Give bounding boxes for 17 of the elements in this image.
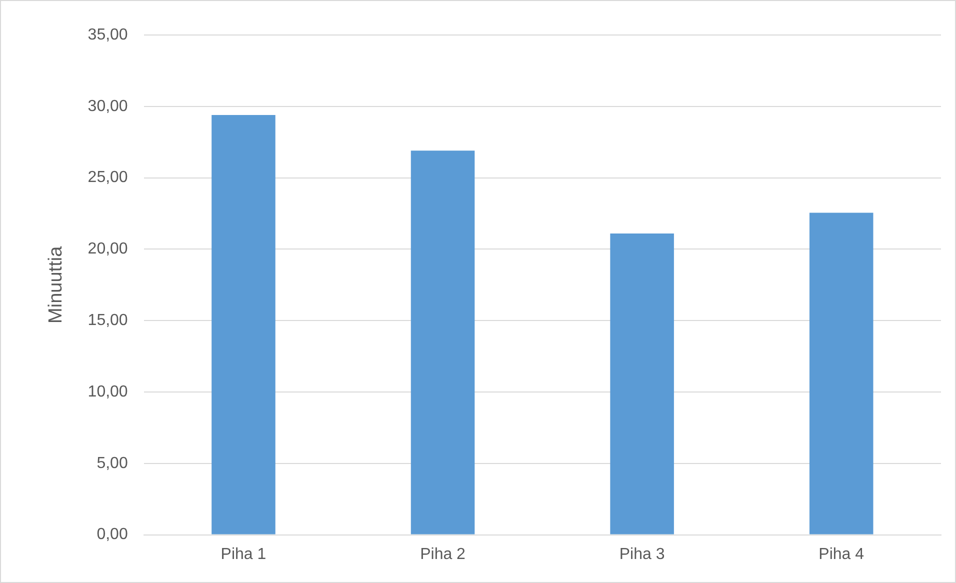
y-axis-title: Minuuttia (46, 246, 67, 324)
bar (212, 114, 276, 534)
x-tick-label: Piha 2 (420, 546, 466, 563)
y-tick-label: 20,00 (88, 240, 128, 258)
y-tick-label: 30,00 (88, 98, 128, 115)
y-tick-label: 10,00 (88, 383, 128, 400)
bar (610, 233, 674, 534)
y-tick-label: 15,00 (88, 312, 128, 330)
bar (410, 150, 475, 534)
x-tick-label: Piha 3 (619, 546, 665, 563)
x-tick-label: Piha 4 (818, 546, 864, 563)
y-tick-label: 5,00 (96, 454, 128, 472)
y-tick-label: 0,00 (96, 526, 128, 544)
bar (809, 212, 874, 534)
y-tick-label: 25,00 (88, 169, 128, 186)
y-tick-label: 35,00 (88, 26, 128, 44)
x-tick-label: Piha 1 (220, 546, 266, 563)
